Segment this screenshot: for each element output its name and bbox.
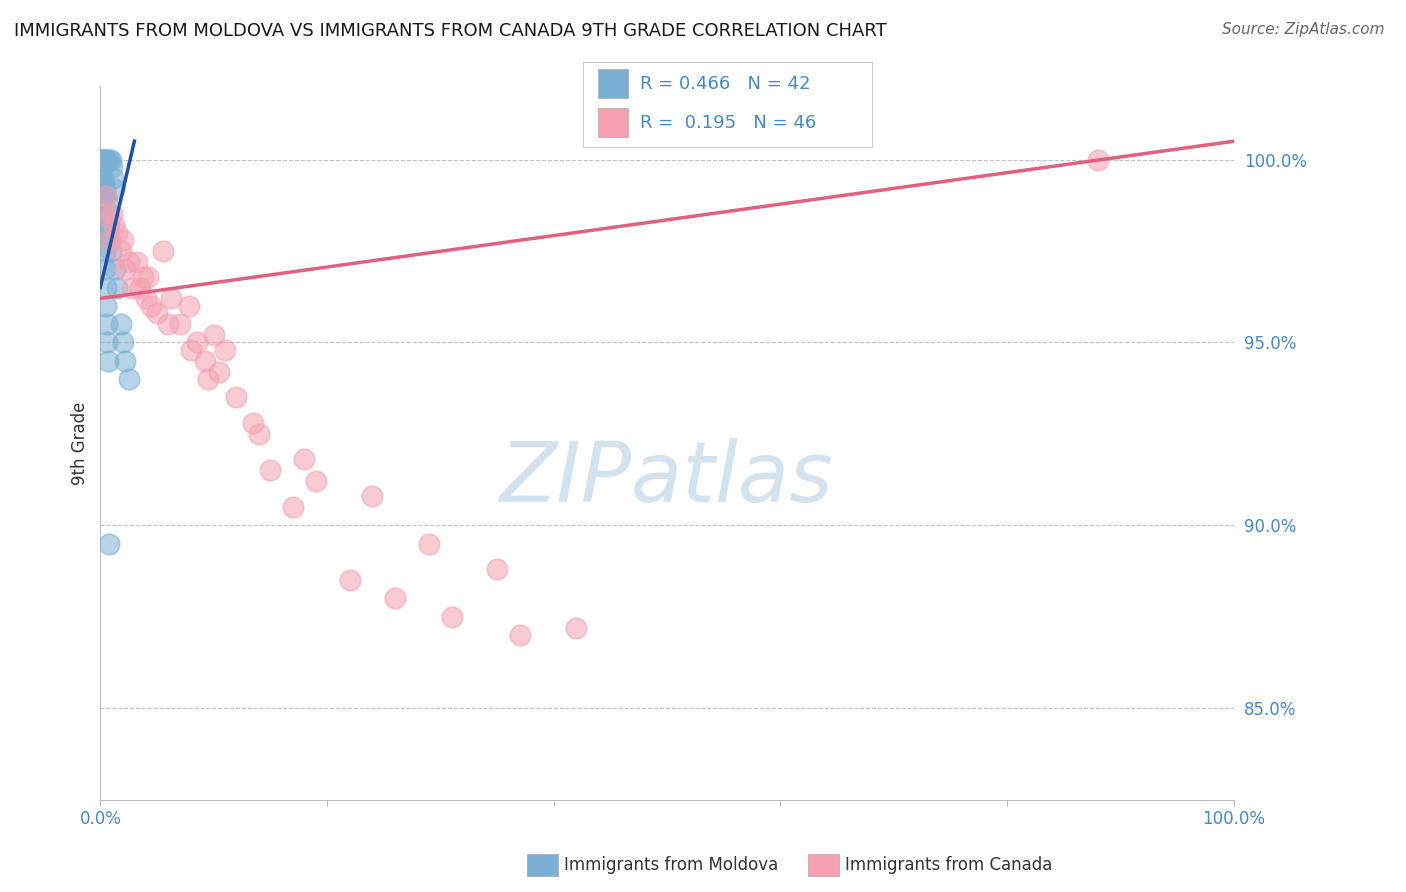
Text: Immigrants from Moldova: Immigrants from Moldova xyxy=(564,856,778,874)
Point xyxy=(141,299,163,313)
Point xyxy=(94,189,117,203)
Point xyxy=(1087,153,1109,167)
Point xyxy=(159,292,181,306)
Point xyxy=(97,207,120,221)
Point xyxy=(94,153,117,167)
Point xyxy=(93,244,115,258)
Point xyxy=(180,343,202,357)
Point xyxy=(118,255,141,269)
Point xyxy=(440,609,463,624)
Point xyxy=(486,562,509,576)
Point xyxy=(97,226,120,240)
Point xyxy=(98,153,121,167)
Point xyxy=(94,280,117,294)
Point xyxy=(281,500,304,514)
Point xyxy=(98,233,121,247)
Point xyxy=(259,463,281,477)
Point xyxy=(111,335,134,350)
Point xyxy=(105,226,128,240)
Point xyxy=(157,317,180,331)
Point xyxy=(214,343,236,357)
Point xyxy=(418,536,440,550)
Text: R = 0.466   N = 42: R = 0.466 N = 42 xyxy=(640,75,810,93)
Point xyxy=(361,489,384,503)
Point xyxy=(91,170,114,185)
Point xyxy=(90,163,112,178)
Point xyxy=(100,153,122,167)
Point xyxy=(129,280,152,294)
Point xyxy=(110,244,132,258)
Point xyxy=(96,153,118,167)
Point xyxy=(136,269,159,284)
Point xyxy=(202,328,225,343)
Point xyxy=(114,353,136,368)
Point xyxy=(98,233,121,247)
Point xyxy=(177,299,200,313)
Point xyxy=(169,317,191,331)
Point xyxy=(97,353,120,368)
Point xyxy=(132,269,155,284)
Point xyxy=(91,178,114,193)
Point xyxy=(339,573,361,587)
Point xyxy=(118,372,141,386)
Point xyxy=(94,262,117,277)
Point xyxy=(242,416,264,430)
Point xyxy=(208,365,231,379)
Point xyxy=(100,160,122,174)
Point xyxy=(146,306,169,320)
Text: R =  0.195   N = 46: R = 0.195 N = 46 xyxy=(640,114,815,132)
Point xyxy=(152,244,174,258)
Point xyxy=(93,226,115,240)
Point xyxy=(121,280,143,294)
Point xyxy=(125,255,148,269)
Point xyxy=(91,160,114,174)
Point xyxy=(94,182,117,196)
Point xyxy=(194,353,217,368)
Point xyxy=(100,244,122,258)
Point xyxy=(292,452,315,467)
Point xyxy=(97,219,120,233)
Point xyxy=(96,335,118,350)
Point xyxy=(93,207,115,221)
Point xyxy=(90,153,112,167)
Point xyxy=(93,153,115,167)
Point xyxy=(225,390,247,404)
Y-axis label: 9th Grade: 9th Grade xyxy=(72,401,89,484)
Point xyxy=(94,189,117,203)
Point xyxy=(101,170,124,185)
Point xyxy=(111,233,134,247)
Point xyxy=(96,299,118,313)
Text: Source: ZipAtlas.com: Source: ZipAtlas.com xyxy=(1222,22,1385,37)
Point xyxy=(103,182,125,196)
Point xyxy=(110,317,132,331)
Point xyxy=(186,335,208,350)
Point xyxy=(247,426,270,441)
Point xyxy=(100,207,122,221)
Point xyxy=(509,628,531,642)
Point xyxy=(135,292,157,306)
Point xyxy=(96,317,118,331)
Text: ZIPatlas: ZIPatlas xyxy=(501,438,834,519)
Point xyxy=(565,621,588,635)
Point xyxy=(96,196,118,211)
Point xyxy=(91,153,114,167)
Point xyxy=(90,153,112,167)
Point xyxy=(305,475,328,489)
Point xyxy=(93,178,115,193)
Point xyxy=(93,207,115,221)
Point xyxy=(114,262,136,277)
Point xyxy=(104,262,127,277)
Point xyxy=(90,153,112,167)
Point xyxy=(105,280,128,294)
Point xyxy=(384,591,406,606)
Point xyxy=(91,189,114,203)
Point xyxy=(103,219,125,233)
Point xyxy=(197,372,219,386)
Point xyxy=(97,536,120,550)
Text: IMMIGRANTS FROM MOLDOVA VS IMMIGRANTS FROM CANADA 9TH GRADE CORRELATION CHART: IMMIGRANTS FROM MOLDOVA VS IMMIGRANTS FR… xyxy=(14,22,887,40)
Text: Immigrants from Canada: Immigrants from Canada xyxy=(845,856,1052,874)
